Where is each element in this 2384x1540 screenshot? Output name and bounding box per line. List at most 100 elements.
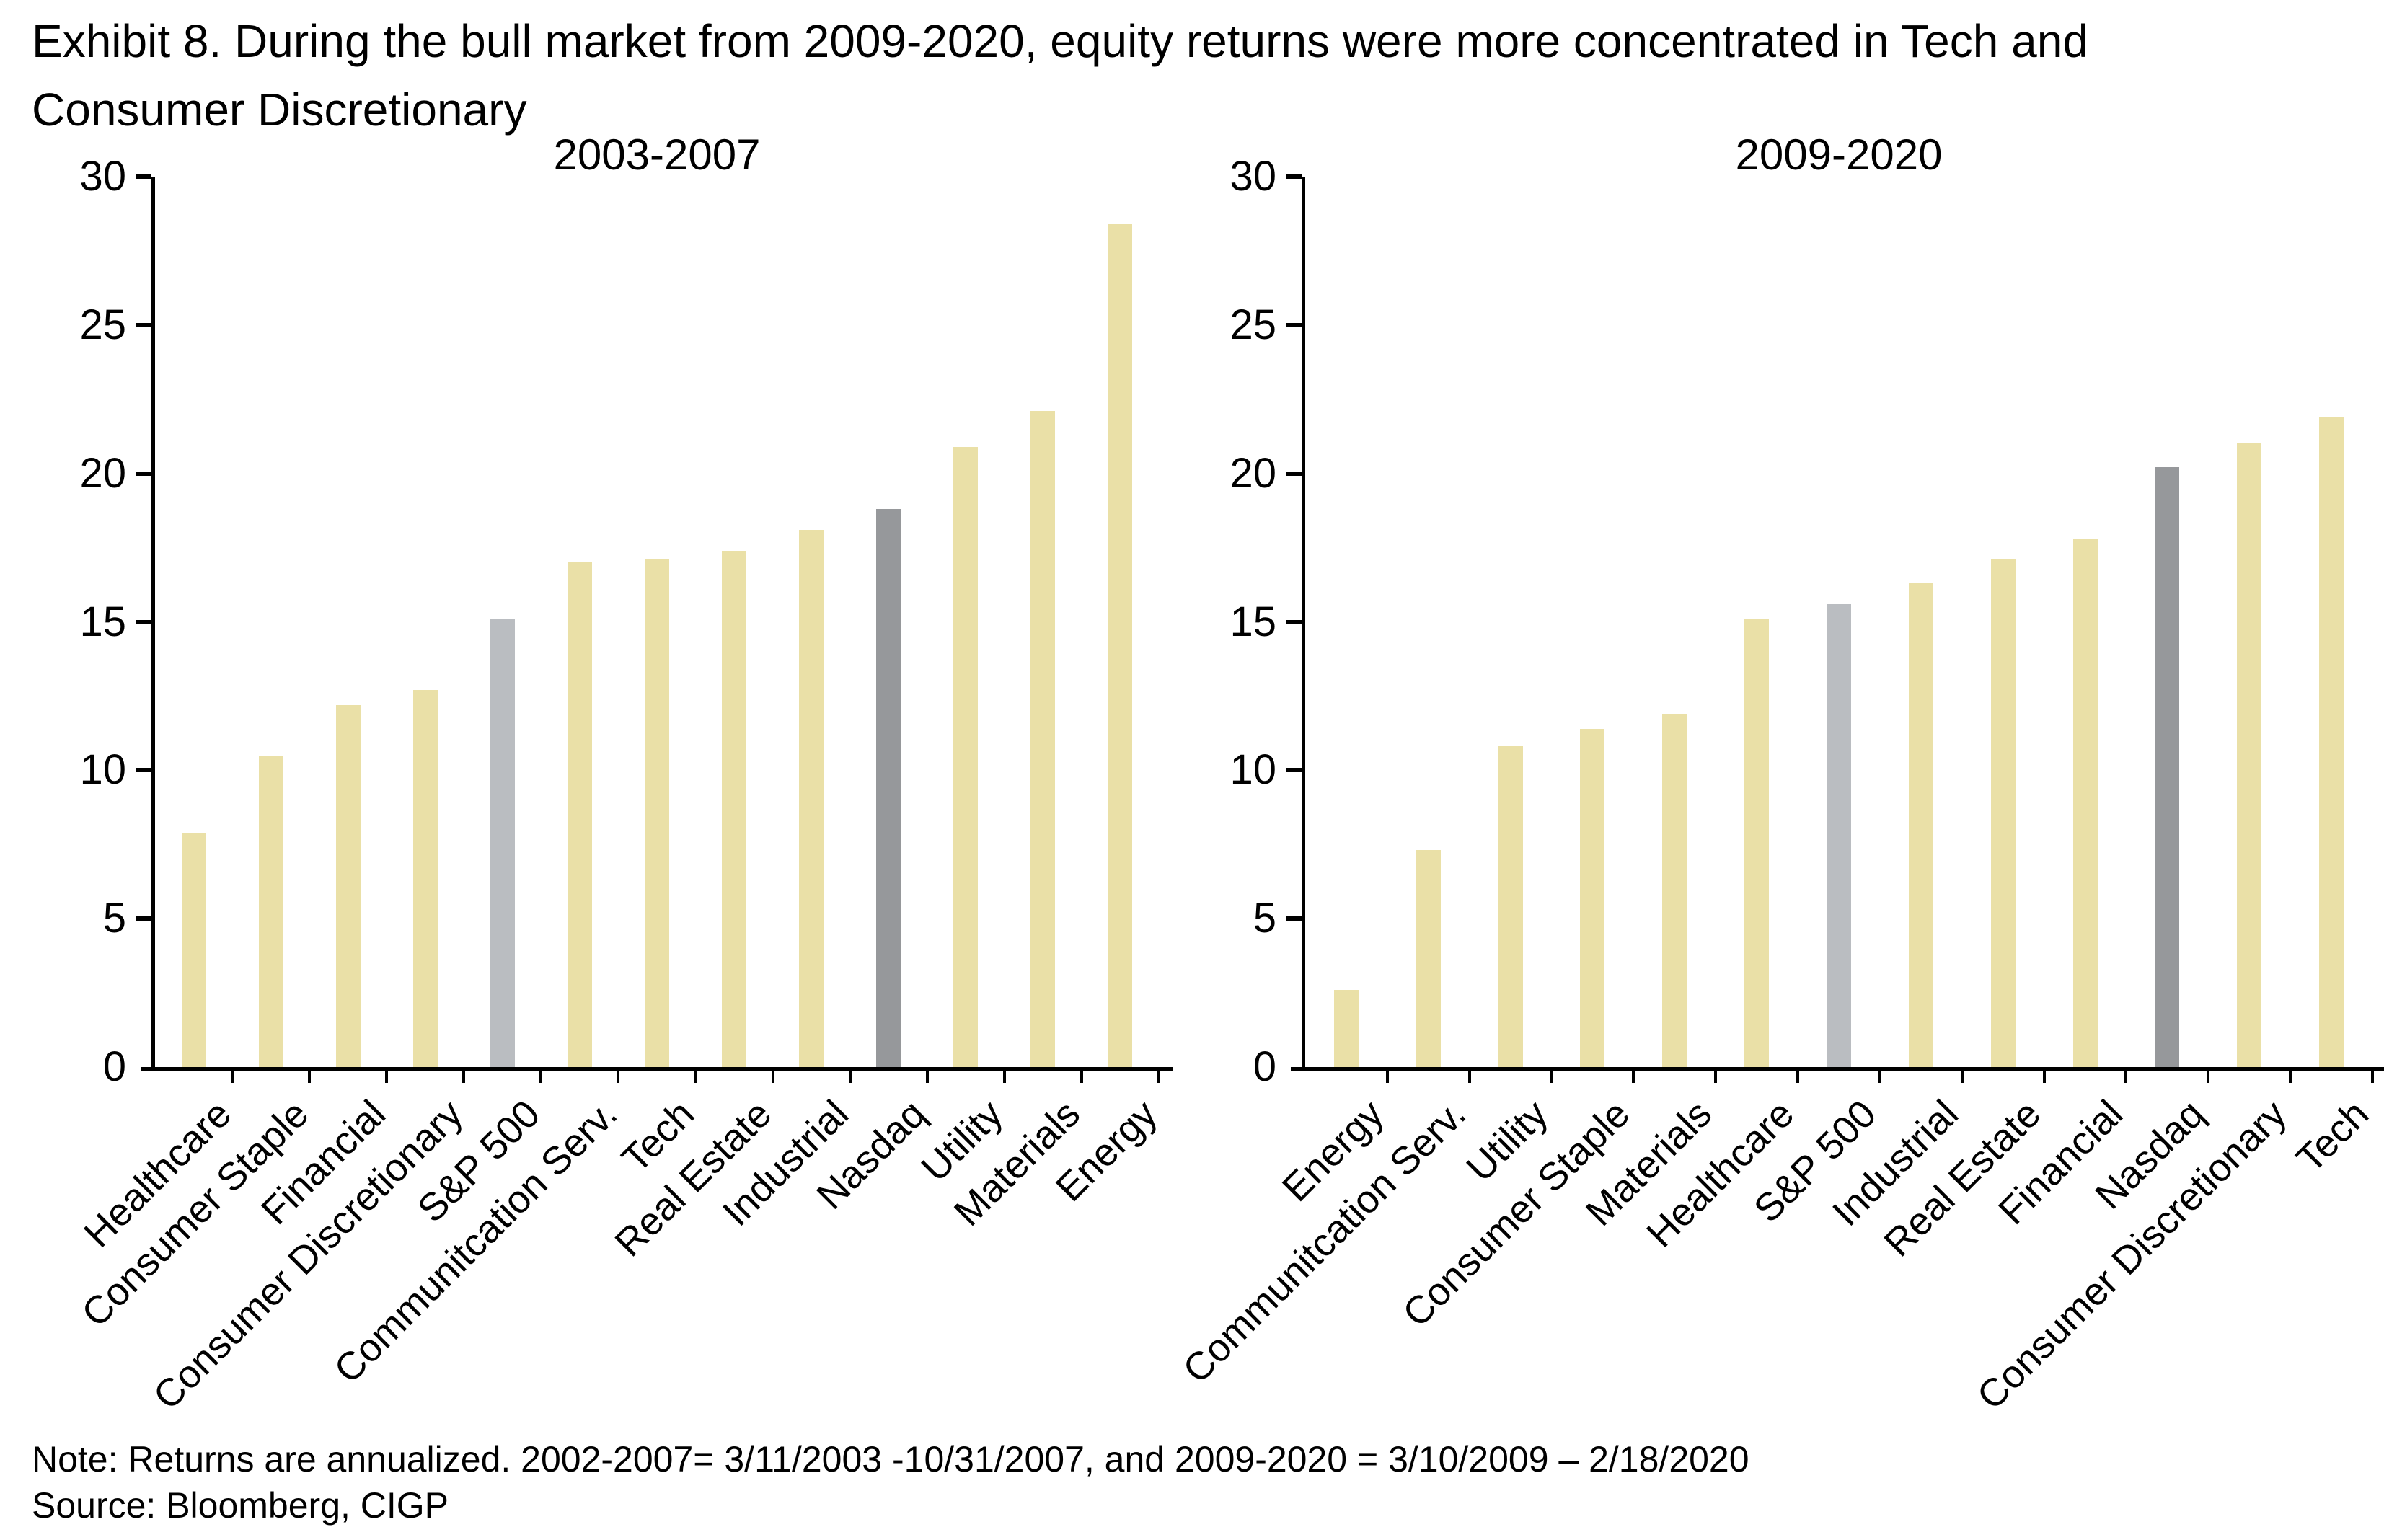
x-axis-line [1291,1067,2384,1071]
bar-slot-s-p-500 [464,177,541,1067]
x-tick-10 [926,1071,929,1083]
x-tick-7 [694,1071,697,1083]
bar-financial [2072,539,2098,1067]
bar-real-estate [1990,559,2016,1067]
bar-materials [1030,411,1056,1067]
y-tick-label-30: 30 [1229,153,1276,200]
x-tick-11 [2207,1071,2209,1083]
y-tick-5 [136,916,151,921]
x-tick-4 [462,1071,465,1083]
bar-industrial [799,530,824,1067]
x-tick-3 [385,1071,388,1083]
bar-slot-real-estate [1962,177,2044,1067]
y-tick-label-10: 10 [1229,746,1276,793]
bar-slot-nasdaq [850,177,927,1067]
y-tick-30 [136,174,151,179]
bar-slot-communitcation-serv [1387,177,1470,1067]
footnote: Note: Returns are annualized. 2002-2007=… [32,1436,2354,1528]
bar-consumer-discretionary [2237,443,2262,1067]
x-tick-8 [1961,1071,1964,1083]
chart-title: 2003-2007 [553,130,761,179]
bar-slot-industrial [773,177,850,1067]
bar-slot-healthcare [155,177,232,1067]
y-tick-20 [136,472,151,476]
bar-slot-s-p-500 [1798,177,1880,1067]
bar-slot-energy [1082,177,1159,1067]
source-text: Source: Bloomberg, CIGP [32,1485,449,1526]
bars-area [155,177,1159,1067]
chart-panel-2009-2020: 2009-2020 0 5 10 15 20 25 30 Energy Communitcatio… [1175,130,2384,1428]
bar-utility [953,447,979,1067]
y-tick-label-25: 25 [1229,301,1276,348]
y-tick-label-30: 30 [79,153,126,200]
bar-slot-tech [2290,177,2372,1067]
x-tick-5 [1714,1071,1717,1083]
bar-slot-materials [1005,177,1082,1067]
bar-slot-nasdaq [2126,177,2208,1067]
x-tick-8 [772,1071,774,1083]
x-tick-7 [1878,1071,1881,1083]
x-tick-11 [1003,1071,1006,1083]
bar-financial [335,705,361,1067]
y-tick-label-0: 0 [1253,1043,1276,1090]
y-tick-5 [1286,916,1302,921]
bar-slot-communitcation-serv [541,177,618,1067]
note-text: Note: Returns are annualized. 2002-2007=… [32,1439,1749,1479]
x-tick-13 [1157,1071,1160,1083]
bar-slot-utility [1470,177,1552,1067]
bar-slot-consumer-discretionary [387,177,464,1067]
x-tick-9 [2043,1071,2046,1083]
x-tick-12 [2289,1071,2292,1083]
x-label-tech: Tech [2288,1092,2378,1181]
x-tick-10 [2124,1071,2127,1083]
bar-s-p-500 [490,619,515,1067]
bar-slot-industrial [1880,177,1962,1067]
bar-slot-consumer-discretionary [2208,177,2290,1067]
bar-slot-tech [618,177,695,1067]
bar-slot-utility [927,177,1005,1067]
bar-tech [2319,417,2344,1067]
x-tick-1 [1386,1071,1389,1083]
x-tick-6 [1796,1071,1799,1083]
bar-nasdaq [876,509,901,1067]
bar-slot-consumer-staple [232,177,309,1067]
y-tick-10 [136,768,151,772]
page-title-line-1: Exhibit 8. During the bull market from 2… [32,15,2088,67]
x-tick-4 [1632,1071,1635,1083]
y-tick-label-0: 0 [102,1043,126,1090]
x-axis-line [141,1067,1173,1071]
x-tick-3 [1550,1071,1553,1083]
bar-slot-healthcare [1716,177,1798,1067]
y-axis-line [1302,177,1305,1071]
page-title-line-2: Consumer Discretionary [32,84,527,136]
chart-title: 2009-2020 [1735,130,1943,179]
y-tick-25 [1286,323,1302,327]
bar-consumer-staple [1580,729,1605,1067]
y-tick-label-25: 25 [79,301,126,348]
y-tick-label-20: 20 [1229,450,1276,497]
y-tick-label-15: 15 [79,598,126,645]
y-tick-15 [1286,620,1302,624]
y-tick-label-5: 5 [1253,895,1276,942]
chart-panel-2003-2007: 2003-2007 0 5 10 15 20 25 30 Healthcare Consumer … [0,130,1192,1428]
bar-slot-real-estate [696,177,773,1067]
x-tick-5 [539,1071,542,1083]
bar-healthcare [1744,619,1770,1067]
x-tick-1 [231,1071,234,1083]
bar-s-p-500 [1826,604,1851,1067]
bar-industrial [1908,583,1933,1067]
bar-slot-materials [1633,177,1716,1067]
bar-consumer-discretionary [412,690,438,1067]
y-tick-15 [136,620,151,624]
bar-slot-financial [309,177,387,1067]
y-tick-10 [1286,768,1302,772]
bar-communitcation-serv [567,562,592,1067]
y-tick-label-15: 15 [1229,598,1276,645]
x-tick-2 [1468,1071,1471,1083]
bar-tech [645,559,669,1067]
y-tick-25 [136,323,151,327]
charts-row: 2003-2007 0 5 10 15 20 25 30 Healthcare Consumer … [0,130,2384,1428]
bar-communitcation-serv [1416,850,1441,1067]
x-tick-9 [849,1071,852,1083]
